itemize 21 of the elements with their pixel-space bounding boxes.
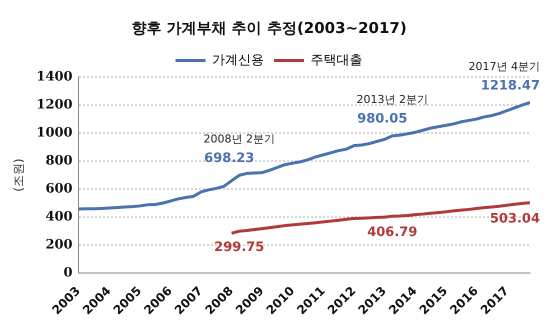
y-tick-label: 1000 [36, 125, 73, 140]
data-label: 503.04 [490, 212, 540, 227]
legend-label: 가계신용 [212, 52, 264, 68]
annotation: 2008년 2분기 [204, 132, 276, 146]
y-tick-label: 600 [45, 181, 73, 196]
y-axis-title: (조원) [11, 158, 26, 192]
data-label: 406.79 [367, 225, 418, 240]
y-tick-label: 1200 [36, 97, 73, 112]
y-tick-label: 0 [64, 266, 73, 281]
annotation: 2013년 2분기 [356, 93, 428, 106]
legend-label: 주택대출 [310, 52, 362, 68]
data-label: 698.23 [204, 151, 254, 166]
data-label: 299.75 [214, 240, 264, 256]
y-tick-label: 200 [45, 238, 73, 253]
data-label: 980.05 [357, 112, 408, 127]
annotation: 2017년 4분기 [468, 60, 540, 73]
y-tick-label: 1400 [36, 69, 73, 84]
data-label: 1218.47 [480, 78, 540, 94]
y-tick-label: 800 [45, 153, 73, 168]
y-tick-label: 400 [45, 210, 73, 225]
chart-title: 향후 가계부채 추이 추정(2003~2017) [131, 18, 407, 37]
